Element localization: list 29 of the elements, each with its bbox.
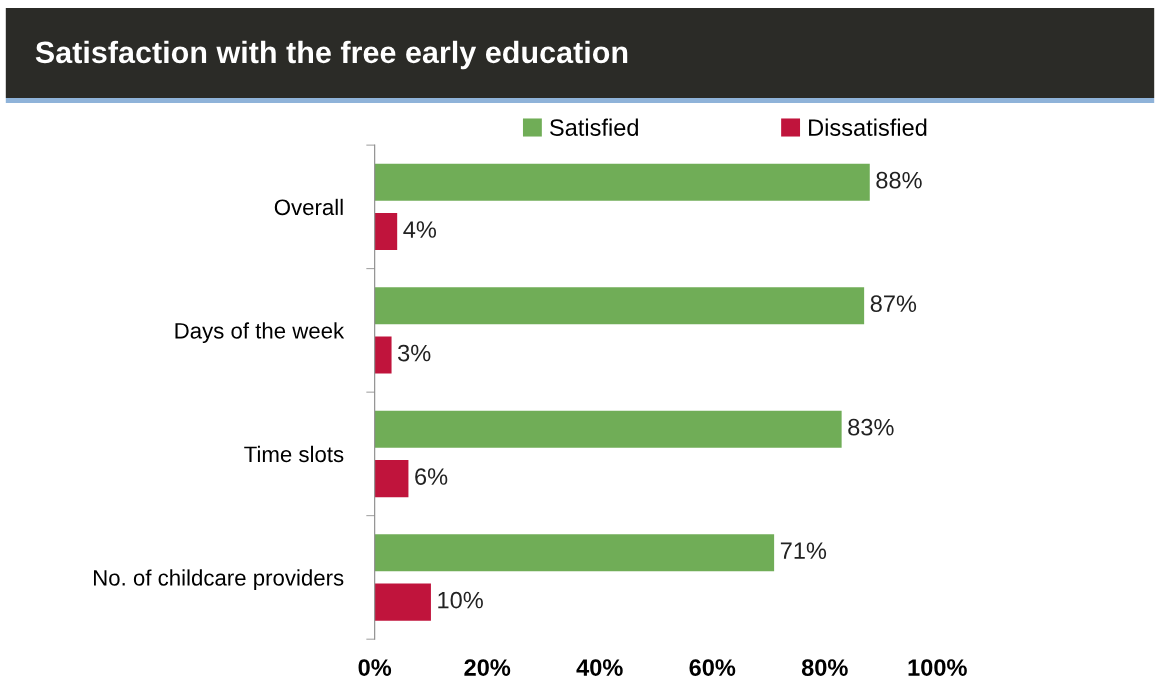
bar [374,287,865,325]
legend-label: Dissatisfied [809,118,927,136]
x-tick-label: 20% [464,659,511,676]
bar [374,460,409,498]
data-label: 88% [876,171,922,189]
x-tick-label: 40% [576,659,623,676]
x-tick-label: 60% [689,659,736,676]
x-tick-label: 80% [801,659,848,676]
data-label: 10% [438,591,483,609]
data-label: 87% [870,295,917,313]
data-label: 83% [848,418,894,436]
x-tick-label: 100% [908,659,967,676]
data-label: 71% [780,542,827,559]
y-tick-label: Time slots [244,445,344,463]
bar [374,163,870,201]
bar [374,583,431,621]
bar [374,410,842,448]
y-tick-label: Days of the week [175,322,345,344]
data-label: 6% [415,468,448,485]
data-label: 4% [403,221,437,238]
x-tick-label: 0% [358,659,392,676]
legend-label: Satisfied [550,118,638,136]
bar [374,534,775,572]
bar [374,213,398,251]
y-tick-label: No. of childcare providers [94,569,344,591]
chart-title: Satisfaction with the free early education [35,40,628,70]
data-label: 3% [398,344,431,362]
bar [374,336,392,374]
y-tick-label: Overall [274,198,343,216]
